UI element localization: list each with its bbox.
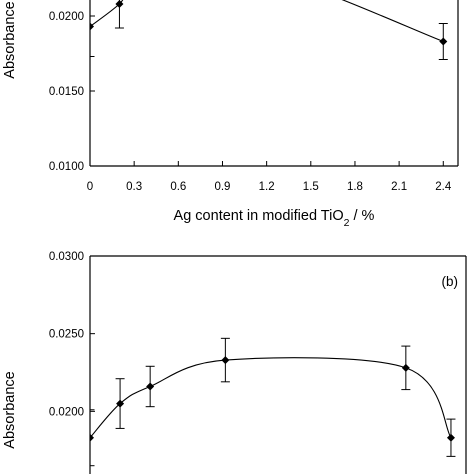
data-point: [116, 399, 125, 408]
x-tick-label: 2.1: [391, 181, 407, 193]
y-tick-label: 0.0150: [49, 86, 84, 98]
x-tick-label: 1.5: [303, 181, 319, 193]
x-axis-title-tail: / %: [349, 208, 374, 224]
x-tick-label: 2.4: [435, 181, 452, 193]
x-axis-title-main: Ag content in modified TiO: [174, 208, 344, 224]
plot-area: [90, 0, 448, 60]
data-point: [146, 382, 155, 391]
data-point: [115, 0, 124, 8]
y-tick-label: 0.0100: [49, 161, 84, 173]
x-tick-label: 1.8: [347, 181, 363, 193]
panel-a: 0.0100 0.0150 0.0200 0 0.3 0.6 0.9 1.2 1.5 1.8 2.1…: [2, 0, 459, 229]
x-tick-label: 0.3: [126, 181, 142, 193]
y-tick-label: 0.0200: [49, 11, 84, 23]
series-line: [90, 357, 452, 439]
panel-label: (b): [442, 274, 459, 289]
data-point: [446, 433, 455, 442]
series-line: [90, 0, 444, 43]
y-axis-title: Absorbance: [2, 371, 18, 448]
data-point: [439, 37, 448, 46]
y-axis-title: Absorbance: [2, 1, 18, 78]
data-point: [401, 363, 410, 372]
x-tick-label: 0.6: [170, 181, 186, 193]
x-tick-label: 1.2: [259, 181, 275, 193]
data-point: [90, 22, 94, 31]
y-tick-label: 0.0250: [49, 329, 84, 341]
panel-b: 0.0200 0.0250 0.0300 Absorbance (b): [2, 251, 467, 474]
data-point: [90, 433, 94, 442]
x-tick-label: 0.9: [214, 181, 230, 193]
y-tick-label: 0.0300: [49, 251, 84, 263]
x-axis-title-subscript: 2: [344, 217, 350, 229]
x-tick-label: 0: [87, 181, 93, 193]
data-point: [221, 356, 230, 365]
x-axis-title: Ag content in modified TiO2 / %: [174, 208, 375, 229]
plot-area: [90, 337, 456, 467]
y-tick-label: 0.0200: [49, 406, 84, 418]
